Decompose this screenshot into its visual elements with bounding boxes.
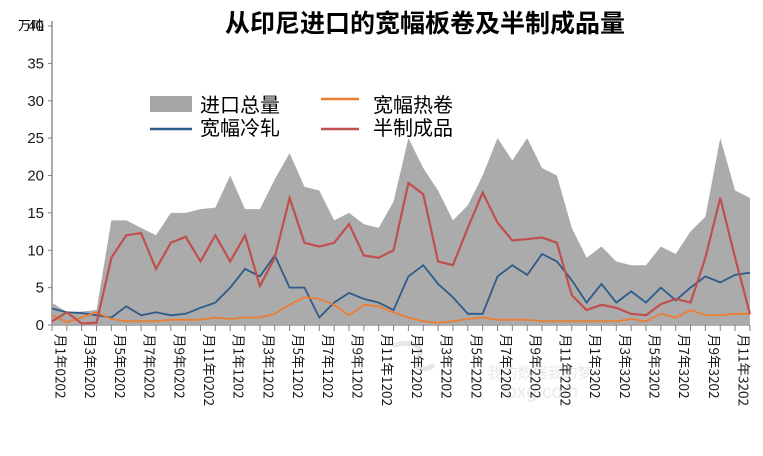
svg-text:月3年3202: 月3年3202 <box>616 334 636 398</box>
svg-text:5: 5 <box>36 280 44 297</box>
svg-text:月1年0202: 月1年0202 <box>52 334 72 398</box>
svg-text:宽幅冷轧: 宽幅冷轧 <box>200 112 280 141</box>
svg-text:30: 30 <box>27 93 44 110</box>
svg-text:月9年3202: 月9年3202 <box>705 334 725 398</box>
svg-text:25: 25 <box>27 130 44 147</box>
svg-text:我的数据我的梦: 我的数据我的梦 <box>487 362 592 383</box>
svg-text:月5年0202: 月5年0202 <box>111 334 131 398</box>
svg-text:月9年1202: 月9年1202 <box>349 334 369 398</box>
svg-text:15: 15 <box>27 205 44 222</box>
svg-text:月7年0202: 月7年0202 <box>141 334 161 398</box>
svg-text:月5年3202: 月5年3202 <box>646 334 666 398</box>
svg-text:月7年1202: 月7年1202 <box>319 334 339 398</box>
svg-text:40: 40 <box>27 18 44 35</box>
svg-text:月3年2202: 月3年2202 <box>438 334 458 398</box>
svg-text:半制成品: 半制成品 <box>373 112 453 141</box>
svg-text:月9年0202: 月9年0202 <box>170 334 190 398</box>
svg-text:月3年1202: 月3年1202 <box>259 334 279 398</box>
svg-text:0: 0 <box>36 317 44 334</box>
svg-text:月1年1202: 月1年1202 <box>230 334 250 398</box>
svg-text:20: 20 <box>27 168 44 185</box>
svg-text:10: 10 <box>27 242 44 259</box>
svg-text:月11年3202: 月11年3202 <box>735 334 755 406</box>
svg-text:月11年0202: 月11年0202 <box>200 334 220 406</box>
svg-text:月3年0202: 月3年0202 <box>81 334 101 398</box>
svg-text:月5年1202: 月5年1202 <box>289 334 309 398</box>
svg-text:月7年3202: 月7年3202 <box>675 334 695 398</box>
svg-text:lbxg.com: lbxg.com <box>502 382 578 403</box>
svg-text:月5年2202: 月5年2202 <box>467 334 487 398</box>
svg-text:35: 35 <box>27 55 44 72</box>
svg-text:从印尼进口的宽幅板卷及半制成品量: 从印尼进口的宽幅板卷及半制成品量 <box>225 4 625 40</box>
